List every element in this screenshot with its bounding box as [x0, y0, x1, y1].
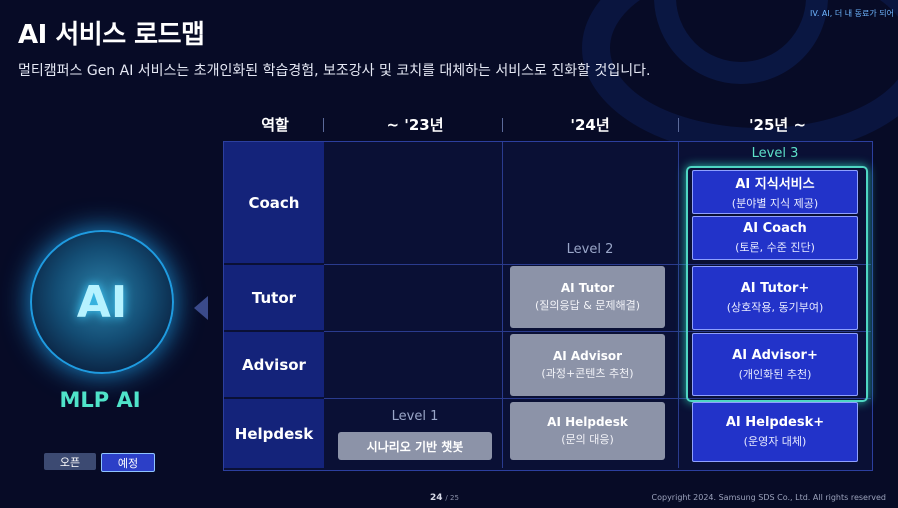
page-current: 24 [430, 493, 443, 503]
service-description: (개인화된 추천) [738, 367, 812, 381]
service-ai-knowledge: AI 지식서비스 (분야별 지식 제공) [692, 170, 858, 214]
service-ai-coach: AI Coach (토론, 수준 진단) [692, 216, 858, 260]
service-title: 시나리오 기반 챗봇 [366, 439, 464, 454]
column-divider [502, 118, 503, 132]
level-3-label: Level 3 [751, 146, 799, 161]
service-description: (문의 대응) [561, 433, 614, 446]
service-description: (과정+콘텐츠 추천) [541, 367, 634, 380]
page-number: 24 / 25 [430, 493, 459, 503]
service-ai-helpdesk-plus: AI Helpdesk+ (운영자 대체) [692, 402, 858, 462]
column-header-role: 역할 [261, 116, 289, 134]
service-title: AI Helpdesk+ [725, 415, 825, 430]
level-2-label: Level 2 [566, 242, 614, 257]
grid-divider [324, 264, 871, 265]
column-header-2023: ~ '23년 [386, 116, 444, 134]
row-label-helpdesk: Helpdesk [224, 399, 324, 468]
column-divider [678, 118, 679, 132]
legend-tag-planned: 예정 [101, 453, 155, 472]
grid-divider [502, 142, 503, 468]
grid-divider [324, 398, 871, 399]
service-description: (분야별 지식 제공) [731, 197, 819, 210]
service-description: (운영자 대체) [743, 435, 807, 448]
page-title: AI 서비스 로드맵 [18, 20, 205, 50]
level-1-label: Level 1 [391, 409, 439, 424]
service-ai-advisor-plus: AI Advisor+ (개인화된 추천) [692, 333, 858, 396]
service-ai-helpdesk: AI Helpdesk (문의 대응) [510, 402, 665, 460]
service-ai-tutor: AI Tutor (질의응답 & 문제해결) [510, 266, 665, 328]
page-subtitle: 멀티캠퍼스 Gen AI 서비스는 초개인화된 학습경험, 보조강사 및 코치를… [18, 63, 651, 79]
column-header-2024: '24년 [570, 116, 610, 134]
grid-divider [678, 142, 679, 468]
service-description: (토론, 수준 진단) [735, 241, 815, 254]
column-header-2025: '25년 ~ [748, 116, 807, 134]
service-title: AI Advisor+ [732, 347, 818, 363]
service-scenario-chatbot: 시나리오 기반 챗봇 [338, 432, 492, 460]
service-title: AI Coach [743, 221, 807, 236]
product-name: MLP AI [59, 388, 141, 412]
service-description: (상호작용, 동기부여) [726, 301, 824, 314]
service-title: AI Tutor [560, 281, 615, 295]
column-divider [323, 118, 324, 132]
service-title: AI Tutor+ [740, 281, 810, 296]
service-description: (질의응답 & 문제해결) [534, 299, 641, 312]
pointer-arrow-icon [194, 296, 208, 320]
page-total: / 25 [445, 494, 459, 502]
service-ai-advisor: AI Advisor (과정+콘텐츠 추천) [510, 334, 665, 396]
chapter-label: IV. AI, 더 내 동료가 되어 [810, 9, 894, 18]
legend-tag-open: 오픈 [44, 453, 96, 470]
ai-brain-icon: AI [30, 230, 174, 374]
row-label-coach: Coach [224, 142, 324, 263]
row-label-tutor: Tutor [224, 265, 324, 330]
service-ai-tutor-plus: AI Tutor+ (상호작용, 동기부여) [692, 266, 858, 330]
ai-circle-label: AI [76, 276, 128, 328]
grid-divider [324, 331, 871, 332]
row-label-advisor: Advisor [224, 332, 324, 397]
level-3-highlight-frame [686, 166, 868, 402]
service-title: AI Helpdesk [547, 415, 628, 429]
service-title: AI Advisor [552, 349, 623, 363]
copyright: Copyright 2024. Samsung SDS Co., Ltd. Al… [651, 493, 886, 502]
service-title: AI 지식서비스 [735, 177, 815, 192]
